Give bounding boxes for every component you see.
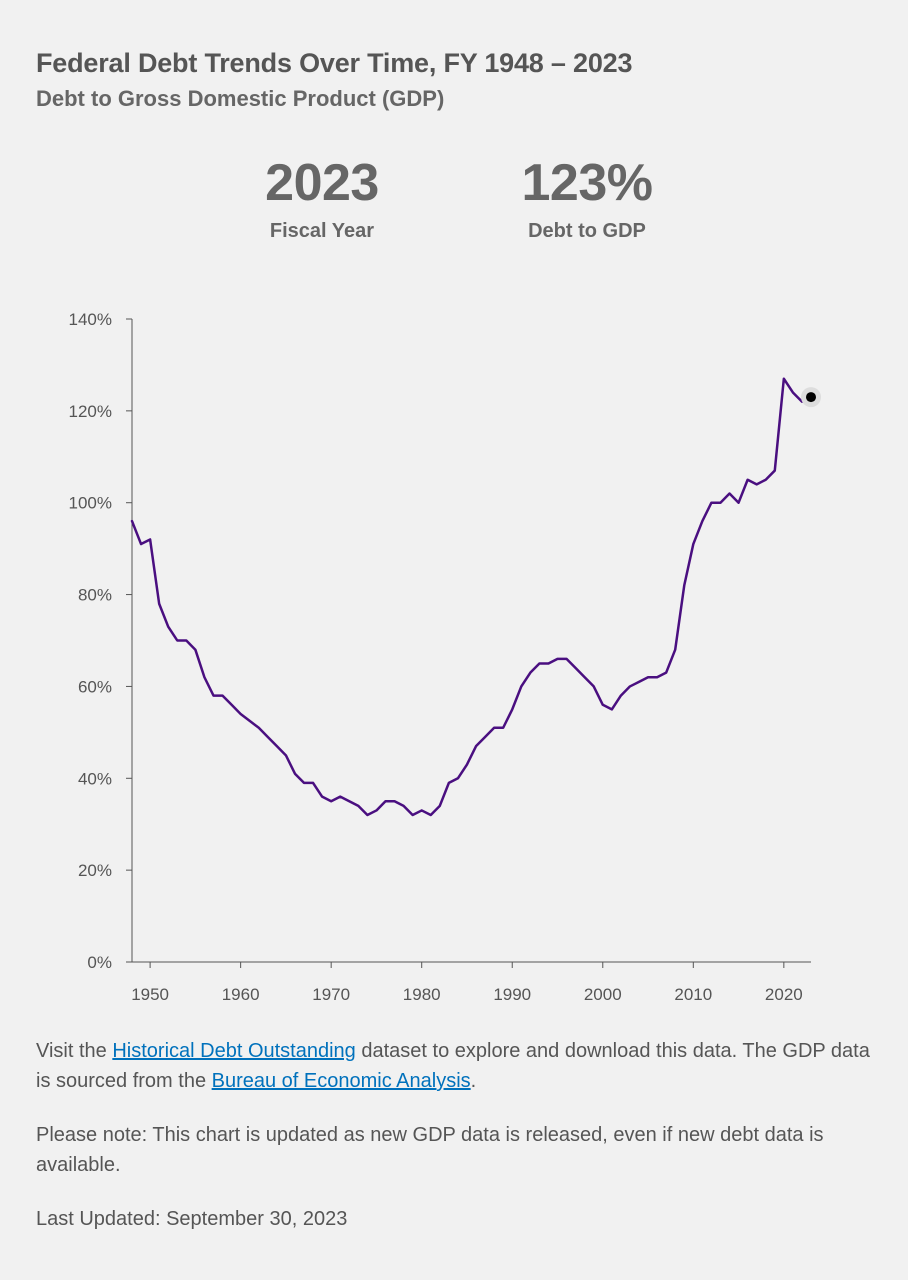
y-tick-label: 0% [87, 953, 112, 972]
x-tick-label: 1950 [131, 985, 169, 1004]
historical-debt-outstanding-link[interactable]: Historical Debt Outstanding [112, 1040, 356, 1062]
debt-to-gdp-value: 123% [521, 154, 654, 212]
debt-to-gdp-line-chart[interactable]: 0%20%40%60%80%100%120%140% 1950 1960 1970 1… [0, 300, 908, 1020]
x-tick-label: 1970 [312, 985, 350, 1004]
y-tick-label: 100% [69, 494, 112, 513]
source-text-suffix: . [470, 1070, 477, 1092]
y-tick-label: 120% [69, 402, 112, 421]
bureau-of-economic-analysis-link[interactable]: Bureau of Economic Analysis [211, 1070, 471, 1092]
x-axis: 1950 1960 1970 1980 1990 2000 2010 2020 [131, 961, 811, 1004]
x-tick-label: 2020 [765, 985, 803, 1004]
chart-title: Federal Debt Trends Over Time, FY 1948 –… [36, 48, 633, 78]
x-tick-label: 1990 [493, 985, 531, 1004]
y-tick-label: 40% [78, 769, 112, 788]
y-tick-label: 20% [78, 861, 112, 880]
highlight-group [801, 387, 821, 408]
chart-subtitle: Debt to Gross Domestic Product (GDP) [36, 86, 445, 111]
fiscal-year-label: Fiscal Year [269, 220, 375, 242]
update-note: Please note: This chart is updated as ne… [36, 1124, 824, 1176]
y-tick-label: 80% [78, 586, 112, 605]
source-text-prefix: Visit the [36, 1040, 113, 1062]
data-source-note: Visit the Historical Debt Outstanding da… [36, 1036, 876, 1096]
debt-to-gdp-label: Debt to GDP [528, 220, 646, 242]
x-tick-label: 2000 [584, 985, 622, 1004]
y-tick-label: 60% [78, 677, 112, 696]
source-text-middle: dataset to explore and download this dat… [36, 1040, 870, 1092]
chart-footer: Visit the Historical Debt Outstanding da… [36, 1036, 876, 1258]
chart-header: Federal Debt Trends Over Time, FY 1948 –… [36, 44, 876, 116]
last-updated: Last Updated: September 30, 2023 [36, 1208, 348, 1230]
x-tick-label: 1980 [403, 985, 441, 1004]
highlight-point[interactable] [806, 392, 816, 403]
fiscal-year-stat: 2023 Fiscal Year [212, 150, 432, 246]
series-line[interactable] [130, 377, 813, 817]
debt-to-gdp-stat: 123% Debt to GDP [477, 150, 697, 246]
x-tick-label: 1960 [222, 985, 260, 1004]
y-tick-label: 140% [69, 310, 112, 329]
fiscal-year-value: 2023 [265, 154, 379, 212]
series-group [130, 377, 813, 817]
x-tick-label: 2010 [674, 985, 712, 1004]
y-axis: 0% 20% 40% 60% 80% 100% 120% 140% [69, 310, 133, 972]
